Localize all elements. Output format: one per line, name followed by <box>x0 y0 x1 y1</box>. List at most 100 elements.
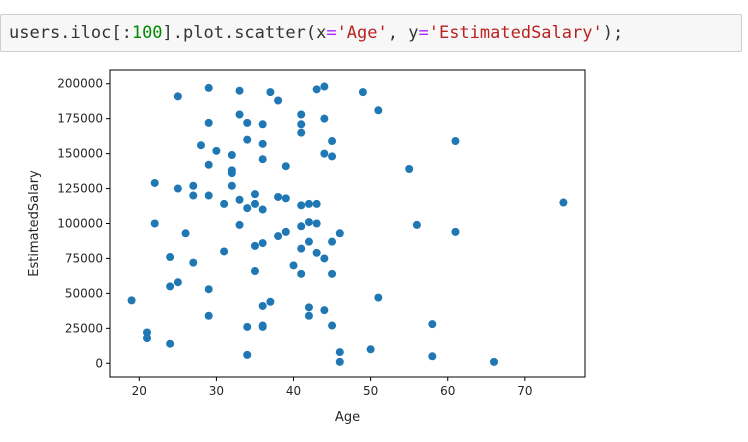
scatter-point <box>189 181 198 190</box>
scatter-point <box>166 282 175 291</box>
scatter-point <box>250 199 259 208</box>
x-tick-label: 40 <box>286 384 301 398</box>
scatter-point <box>328 152 337 161</box>
x-tick-label: 60 <box>440 384 455 398</box>
scatter-point <box>235 220 244 229</box>
scatter-point <box>258 301 267 310</box>
scatter-point <box>189 191 198 200</box>
scatter-plot-output: 20 30 40 50 60 70 0 25000 50000 75000 100000 125000… <box>0 52 748 438</box>
y-tick-label: 25000 <box>65 321 103 335</box>
scatter-point <box>235 195 244 204</box>
scatter-point <box>212 146 221 155</box>
scatter-point <box>196 141 205 150</box>
code-token: = <box>326 23 337 43</box>
scatter-point <box>328 137 337 146</box>
y-axis-label: EstimatedSalary <box>27 170 42 277</box>
y-tick-label: 150000 <box>57 147 103 161</box>
scatter-point <box>304 237 313 246</box>
scatter-point <box>258 155 267 164</box>
y-tick-label: 175000 <box>57 112 103 126</box>
scatter-point <box>297 110 306 119</box>
scatter-point <box>281 227 290 236</box>
x-tick-label: 20 <box>132 384 147 398</box>
y-tick-label: 0 <box>95 356 103 370</box>
scatter-point <box>358 88 367 97</box>
scatter-point <box>304 218 313 227</box>
scatter-point <box>451 137 460 146</box>
x-tick-label: 50 <box>363 384 378 398</box>
y-tick-label: 200000 <box>57 77 103 91</box>
scatter-point <box>297 120 306 129</box>
scatter-point <box>235 86 244 95</box>
code-token: ].plot.scatter(x <box>162 23 327 43</box>
code-token: , y <box>387 23 419 43</box>
scatter-point <box>559 198 568 207</box>
scatter-point <box>312 85 321 94</box>
scatter-point <box>204 285 213 294</box>
code-line[interactable]: users.iloc[:100].plot.scatter(x='Age', y… <box>9 23 623 43</box>
scatter-point <box>243 204 252 213</box>
scatter-point <box>328 237 337 246</box>
scatter-point <box>181 229 190 238</box>
y-tick-label: 50000 <box>65 286 103 300</box>
scatter-point <box>150 178 159 187</box>
scatter-point <box>204 83 213 92</box>
scatter-point <box>297 244 306 253</box>
code-token: 'Age' <box>336 23 388 43</box>
scatter-point <box>335 229 344 238</box>
scatter-point <box>204 191 213 200</box>
scatter-point <box>258 120 267 129</box>
scatter-point <box>204 118 213 127</box>
scatter-point <box>374 293 383 302</box>
scatter-point <box>428 352 437 361</box>
scatter-point <box>166 253 175 262</box>
scatter-point <box>173 184 182 193</box>
scatter-point <box>412 220 421 229</box>
scatter-point <box>320 306 329 315</box>
scatter-point <box>281 194 290 203</box>
y-tick-label: 75000 <box>65 251 103 265</box>
code-token: ); <box>602 23 624 43</box>
code-cell[interactable]: users.iloc[:100].plot.scatter(x='Age', y… <box>0 14 742 52</box>
scatter-point <box>274 96 283 105</box>
code-token: users.iloc[: <box>9 23 132 43</box>
scatter-point <box>173 278 182 287</box>
plot-area <box>110 70 585 377</box>
scatter-point <box>297 222 306 231</box>
scatter-point <box>243 118 252 127</box>
scatter-point <box>320 82 329 91</box>
scatter-point <box>227 169 236 178</box>
scatter-point <box>250 190 259 199</box>
scatter-point <box>297 201 306 210</box>
scatter-point <box>258 322 267 331</box>
scatter-point <box>320 114 329 123</box>
x-tick-label: 70 <box>517 384 532 398</box>
scatter-point <box>274 192 283 201</box>
scatter-point <box>250 267 259 276</box>
scatter-point <box>320 149 329 158</box>
scatter-point <box>266 297 275 306</box>
scatter-point <box>451 227 460 236</box>
scatter-point <box>166 339 175 348</box>
y-tick-label: 100000 <box>57 217 103 231</box>
scatter-point <box>258 205 267 214</box>
scatter-point <box>150 219 159 228</box>
scatter-point <box>304 311 313 320</box>
scatter-point <box>243 350 252 359</box>
scatter-point <box>227 151 236 160</box>
y-tick-label: 125000 <box>57 182 103 196</box>
scatter-plot: 20 30 40 50 60 70 0 25000 50000 75000 100000 125000… <box>27 69 586 425</box>
scatter-point <box>289 261 298 270</box>
scatter-point <box>204 160 213 169</box>
scatter-point <box>204 311 213 320</box>
scatter-point <box>335 357 344 366</box>
scatter-point <box>220 199 229 208</box>
scatter-point <box>366 345 375 354</box>
scatter-point <box>220 247 229 256</box>
scatter-point <box>320 254 329 263</box>
x-tick-label: 30 <box>209 384 224 398</box>
scatter-point <box>274 232 283 241</box>
scatter-point <box>304 199 313 208</box>
scatter-point <box>235 110 244 119</box>
scatter-point <box>312 219 321 228</box>
